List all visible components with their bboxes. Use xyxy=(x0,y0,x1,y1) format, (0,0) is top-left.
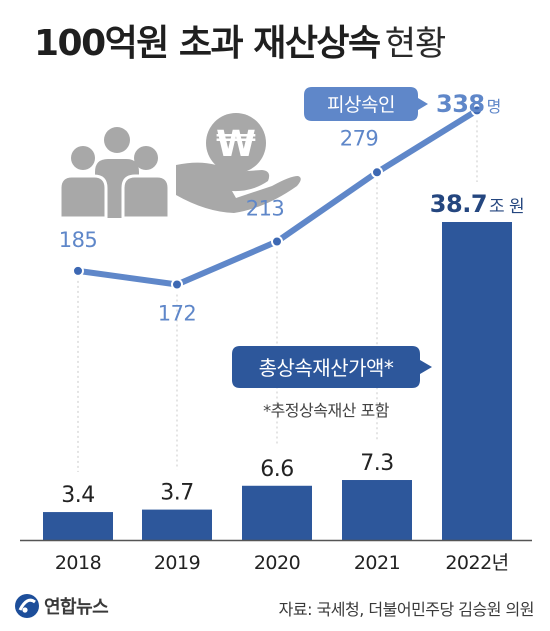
line-point xyxy=(72,264,84,277)
bar-legend-label: 총상속재산가액* xyxy=(259,356,394,380)
svg-text:₩: ₩ xyxy=(216,124,256,165)
bar-2022년 xyxy=(442,222,512,540)
line-value-label: 185 xyxy=(59,228,98,252)
brand-name: 연합뉴스 xyxy=(44,597,109,618)
line-point xyxy=(271,235,283,248)
bar-legend-box xyxy=(232,346,432,388)
line-last-value-label: 338 명 xyxy=(436,90,501,118)
won-hand-icon: ₩ xyxy=(176,113,301,213)
source-note: 자료: 국세청, 더불어민주당 김승원 의원 xyxy=(278,600,535,619)
line-value-label: 213 xyxy=(246,197,285,221)
people-icon xyxy=(58,127,171,220)
line-legend-label: 피상속인 xyxy=(327,94,395,116)
bar-value-label: 7.3 xyxy=(360,451,394,476)
title-main: 100억원 초과 재산상속 xyxy=(34,23,381,64)
x-tick-label: 2018 xyxy=(55,552,101,574)
bar-2020 xyxy=(242,485,312,540)
bar-2018 xyxy=(43,512,113,540)
footnote: *추정상속재산 포함 xyxy=(263,401,390,420)
line-point xyxy=(371,166,383,179)
line-value-label: 172 xyxy=(158,302,197,326)
yonhap-logo: 연합뉴스 xyxy=(14,593,109,619)
title-sub: 현황 xyxy=(384,24,447,64)
chart-title: 100억원 초과 재산상속 현황 xyxy=(34,14,447,66)
x-tick-label: 2020 xyxy=(254,552,300,574)
x-tick-label: 2021 xyxy=(354,552,400,574)
bar-value-label: 38.7 조 원 xyxy=(430,190,524,218)
bar-value-label: 3.7 xyxy=(160,481,194,506)
bar-value-label: 3.4 xyxy=(61,483,95,508)
x-tick-label: 2022년 xyxy=(445,552,508,574)
bar-value-label: 6.6 xyxy=(260,457,294,482)
line-point xyxy=(471,104,483,117)
line-legend-box xyxy=(304,87,428,121)
line-point xyxy=(171,278,183,291)
line-value-label: 279 xyxy=(340,126,379,150)
bar-2019 xyxy=(142,509,212,540)
x-tick-label: 2019 xyxy=(154,552,200,574)
yonhap-logo-icon xyxy=(15,594,39,618)
bar-2021 xyxy=(342,480,412,540)
